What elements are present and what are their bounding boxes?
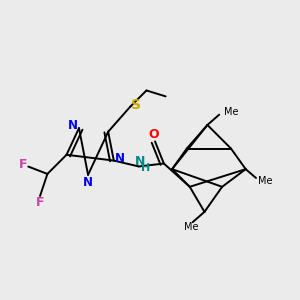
Text: F: F [19, 158, 27, 171]
Text: N: N [135, 155, 146, 168]
Text: N: N [68, 119, 78, 132]
Text: H: H [141, 163, 150, 173]
Text: Me: Me [258, 176, 273, 186]
Text: N: N [115, 152, 125, 165]
Text: N: N [83, 176, 93, 189]
Text: S: S [130, 98, 141, 112]
Text: Me: Me [224, 107, 238, 117]
Text: F: F [36, 196, 44, 209]
Text: Me: Me [184, 222, 199, 232]
Text: O: O [148, 128, 159, 142]
